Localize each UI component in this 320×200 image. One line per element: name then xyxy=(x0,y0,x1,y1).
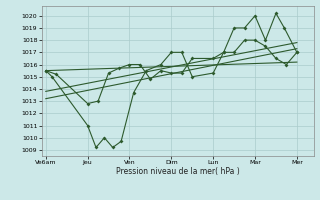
X-axis label: Pression niveau de la mer( hPa ): Pression niveau de la mer( hPa ) xyxy=(116,167,239,176)
